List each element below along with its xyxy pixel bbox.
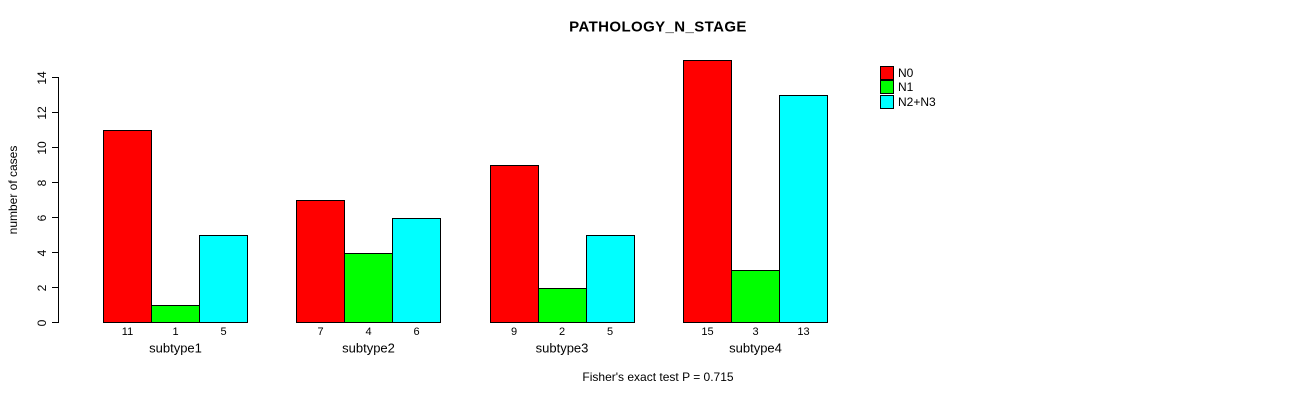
y-tick-label: 12 — [35, 105, 49, 120]
x-category-label: subtype2 — [342, 340, 395, 356]
bar-value-label: 15 — [701, 326, 714, 338]
legend-label: N2+N3 — [898, 94, 936, 109]
y-tick-label: 14 — [35, 70, 49, 85]
bar-N2+N3-subtype4 — [779, 95, 828, 323]
y-tick-label: 8 — [35, 179, 49, 186]
bar-N0-subtype2 — [296, 200, 345, 323]
y-tick-mark — [52, 322, 59, 323]
bar-value-label: 13 — [797, 326, 810, 338]
bar-N0-subtype1 — [103, 130, 152, 323]
y-tick-label: 6 — [35, 214, 49, 221]
y-tick-mark — [52, 147, 59, 148]
bar-value-label: 7 — [317, 326, 324, 338]
bar-value-label: 11 — [121, 326, 134, 338]
bar-N1-subtype4 — [731, 270, 780, 323]
bar-value-label: 5 — [606, 326, 614, 338]
chart-title: PATHOLOGY_N_STAGE — [569, 18, 747, 36]
bar-N1-subtype3 — [537, 287, 587, 323]
x-category-label: subtype1 — [149, 340, 202, 356]
legend-label: N0 — [898, 65, 914, 80]
legend-label: N1 — [898, 80, 914, 94]
legend-swatch-N0 — [880, 65, 894, 80]
bar-N2+N3-subtype1 — [199, 235, 248, 323]
y-tick-label: 10 — [35, 140, 49, 155]
y-tick-mark — [52, 217, 59, 218]
bar-value-label: 1 — [172, 326, 179, 338]
bar-value-label: 2 — [558, 326, 566, 338]
bar-value-label: 3 — [752, 326, 759, 338]
y-tick-mark — [52, 77, 59, 78]
bar-N0-subtype3 — [489, 165, 539, 323]
y-tick-mark — [52, 182, 59, 183]
bar-N2+N3-subtype2 — [392, 217, 441, 323]
y-tick-label: 0 — [35, 319, 49, 326]
y-tick-mark — [52, 287, 59, 288]
y-tick-mark — [52, 112, 59, 113]
y-tick-mark — [52, 252, 59, 253]
x-category-label: subtype4 — [729, 340, 782, 356]
bar-N1-subtype2 — [344, 252, 393, 323]
bar-value-label: 5 — [220, 326, 227, 338]
legend-swatch-N2+N3 — [880, 94, 894, 109]
y-tick-label: 2 — [35, 284, 49, 291]
bar-value-label: 9 — [510, 326, 518, 338]
annotation-text: Fisher's exact test P = 0.715 — [582, 370, 734, 384]
bar-N1-subtype1 — [151, 305, 200, 323]
y-tick-label: 4 — [35, 249, 49, 256]
bar-value-label: 6 — [413, 326, 420, 338]
x-category-label: subtype3 — [535, 340, 589, 356]
bar-N2+N3-subtype3 — [585, 235, 635, 323]
y-axis-line — [58, 77, 59, 323]
bar-N0-subtype4 — [683, 60, 732, 323]
legend-swatch-N1 — [880, 80, 894, 94]
bar-value-label: 4 — [365, 326, 372, 338]
y-axis-title: number of cases — [6, 145, 20, 235]
